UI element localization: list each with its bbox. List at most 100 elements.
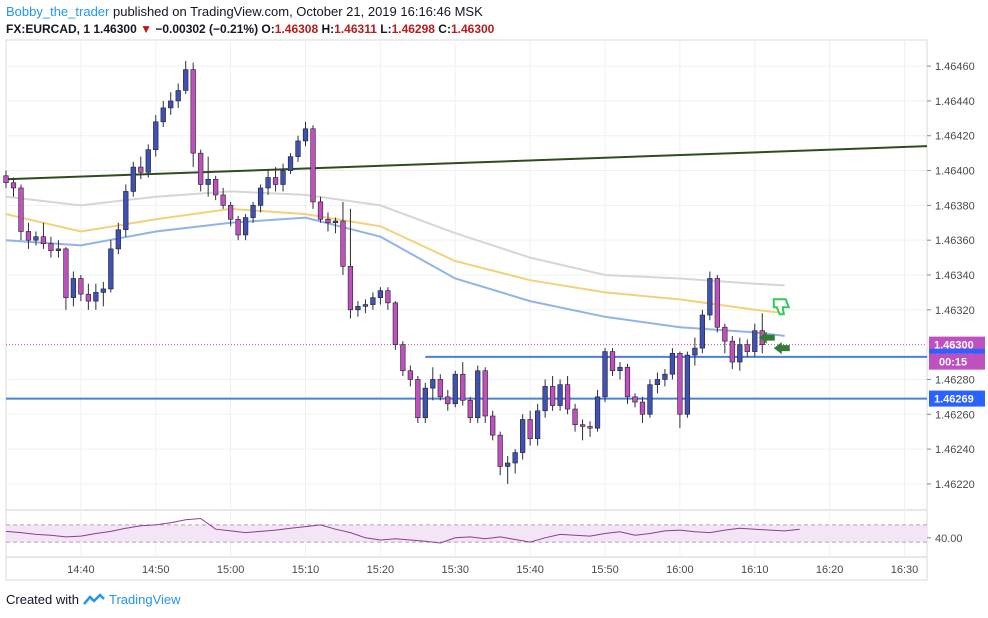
price-tick-label: 1.46280	[935, 374, 975, 386]
candle-body	[407, 370, 413, 380]
candle-body	[467, 400, 473, 419]
candle-body	[228, 205, 234, 220]
last-price-label: 1.46300	[934, 340, 974, 352]
candle-body	[617, 366, 623, 372]
close-value: 1.46300	[450, 22, 495, 36]
candle-body	[624, 366, 631, 398]
candle-body	[377, 290, 384, 298]
candle-body	[684, 354, 691, 415]
tradingview-brand[interactable]: TradingView	[108, 592, 181, 607]
candle-body	[707, 278, 713, 316]
candle-body	[325, 218, 331, 224]
candle-body	[138, 166, 144, 173]
price-tick-label: 1.46240	[935, 444, 975, 456]
candle-body	[527, 419, 533, 439]
moving-average-line	[5, 207, 785, 315]
candle-body	[445, 396, 451, 405]
open-value: 1.46308	[274, 22, 319, 36]
countdown-bg	[929, 353, 985, 370]
candle-body	[385, 290, 391, 304]
candle-body	[70, 278, 77, 298]
candle-body	[669, 353, 676, 375]
time-tick-label: 14:50	[142, 564, 170, 576]
symbol-legend: FX:EURCAD, 1 1.46300 ▼ −0.00302 (−0.21%)…	[6, 22, 494, 36]
rsi-line	[5, 517, 800, 544]
price-change: −0.00302 (−0.21%)	[155, 22, 259, 36]
candle-body	[744, 344, 750, 352]
left-arrow-icon	[758, 331, 775, 344]
candle-body	[33, 236, 39, 241]
candle-body	[535, 410, 541, 439]
rsi-tick-label: 40.00	[935, 533, 963, 545]
candle-body	[317, 201, 324, 220]
candle-body	[594, 396, 601, 429]
last-price: 1.46300	[93, 22, 137, 36]
level-label-bg	[929, 390, 985, 407]
trendline	[5, 145, 928, 181]
candle-body	[647, 384, 653, 415]
candle-body	[557, 384, 563, 406]
created-with-text: Created with	[6, 592, 79, 607]
candle-body	[362, 304, 369, 307]
time-tick-label: 15:00	[217, 564, 245, 576]
candle-body	[55, 248, 62, 251]
time-tick-label: 15:20	[367, 564, 395, 576]
candle-body	[115, 229, 121, 250]
candle-body	[392, 302, 398, 345]
candle-body	[160, 107, 166, 123]
candle-body	[430, 379, 436, 389]
candle-body	[183, 69, 189, 91]
candle-body	[549, 386, 556, 406]
candle-body	[520, 419, 526, 453]
candle-body	[40, 236, 47, 244]
time-tick-label: 16:10	[741, 564, 769, 576]
candle-body	[100, 288, 106, 293]
left-arrow-icon	[773, 342, 790, 355]
candle-body	[654, 379, 661, 385]
time-tick-label: 15:50	[591, 564, 619, 576]
candle-body	[482, 370, 488, 417]
time-tick-label: 14:40	[67, 564, 95, 576]
candle-body	[93, 292, 99, 302]
candle-body	[168, 100, 174, 109]
candle-body	[505, 462, 511, 467]
candle-body	[10, 182, 17, 189]
candle-body	[722, 326, 728, 342]
time-tick-label: 15:10	[292, 564, 320, 576]
level-label: 1.46269	[934, 394, 974, 406]
low-value: 1.46298	[391, 22, 435, 36]
low-label: L:	[380, 22, 392, 36]
candle-body	[190, 69, 196, 154]
candle-body	[340, 220, 346, 267]
candle-body	[512, 452, 518, 464]
candle-body	[280, 170, 286, 185]
candle-body	[355, 306, 361, 311]
candle-body	[579, 424, 586, 427]
candle-body	[452, 373, 458, 405]
candle-body	[587, 426, 593, 429]
high-label: H:	[321, 22, 335, 36]
candle-body	[242, 217, 249, 236]
candle-body	[332, 220, 339, 224]
candle-body	[699, 314, 705, 349]
candle-body	[175, 90, 181, 102]
candle-body	[108, 248, 114, 290]
author-name[interactable]: Bobby_the_trader	[6, 4, 110, 19]
candle-body	[272, 177, 279, 185]
time-tick-label: 15:40	[516, 564, 544, 576]
candle-body	[602, 351, 608, 398]
chart-header-published: Bobby_the_trader published on TradingVie…	[6, 4, 483, 19]
candle-body	[18, 187, 24, 232]
candle-body	[153, 121, 159, 150]
candle-body	[85, 293, 91, 302]
countdown-label: 00:15	[939, 357, 967, 369]
candle-body	[205, 178, 211, 185]
candle-body	[542, 386, 548, 412]
candle-body	[130, 166, 136, 192]
candle-body	[737, 344, 743, 363]
candle-body	[63, 248, 69, 298]
candle-body	[415, 379, 421, 419]
price-tick-label: 1.46360	[935, 235, 975, 247]
candle-body	[632, 396, 638, 403]
